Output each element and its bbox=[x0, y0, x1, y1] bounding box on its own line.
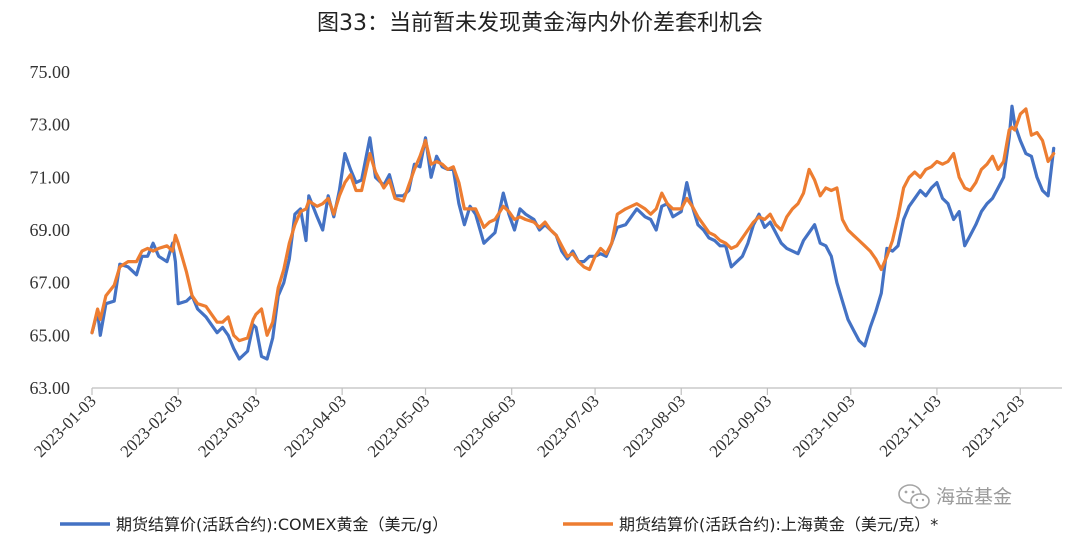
chart-title: 图33：当前暂未发现黄金海内外价差套利机会 bbox=[317, 11, 763, 36]
y-tick-label: 73.00 bbox=[30, 115, 71, 135]
legend-label-comex: 期货结算价(活跃合约):COMEX黄金（美元/g） bbox=[116, 515, 448, 534]
y-tick-label: 69.00 bbox=[30, 220, 71, 240]
x-tick-label: 2023-01-03 bbox=[30, 391, 100, 461]
x-tick-label: 2023-02-03 bbox=[116, 391, 186, 461]
legend: 期货结算价(活跃合约):COMEX黄金（美元/g） 期货结算价(活跃合约):上海… bbox=[60, 515, 938, 534]
x-tick-label: 2023-07-03 bbox=[533, 391, 603, 461]
x-tick-label: 2023-10-03 bbox=[789, 391, 859, 461]
x-tick-label: 2023-04-03 bbox=[280, 391, 350, 461]
y-tick-label: 67.00 bbox=[30, 273, 71, 293]
series-line-shanghai bbox=[90, 107, 1056, 343]
y-axis: 63.00 65.00 67.00 69.00 71.00 73.00 75.00 bbox=[30, 62, 71, 398]
x-tick-label: 2023-03-03 bbox=[194, 391, 264, 461]
y-tick-label: 65.00 bbox=[30, 325, 71, 345]
y-tick-label: 63.00 bbox=[30, 378, 71, 398]
plot-area bbox=[90, 104, 1056, 361]
x-tick-label: 2023-09-03 bbox=[706, 391, 776, 461]
y-tick-label: 75.00 bbox=[30, 62, 71, 82]
x-tick-label: 2023-06-03 bbox=[450, 391, 520, 461]
x-axis: 2023-01-03 2023-02-03 2023-03-03 2023-04-03… bbox=[30, 387, 1062, 461]
series-line-comex bbox=[90, 104, 1056, 361]
x-tick-label: 2023-08-03 bbox=[620, 391, 690, 461]
wechat-icon bbox=[898, 484, 930, 509]
watermark: 海益基金 bbox=[898, 484, 1012, 509]
watermark-text: 海益基金 bbox=[936, 486, 1012, 508]
x-tick-label: 2023-11-03 bbox=[876, 391, 945, 460]
legend-label-shanghai: 期货结算价(活跃合约):上海黄金（美元/克）* bbox=[619, 515, 938, 534]
x-tick-label: 2023-12-03 bbox=[959, 391, 1029, 461]
y-tick-label: 71.00 bbox=[30, 167, 71, 187]
x-tick-label: 2023-05-03 bbox=[364, 391, 434, 461]
